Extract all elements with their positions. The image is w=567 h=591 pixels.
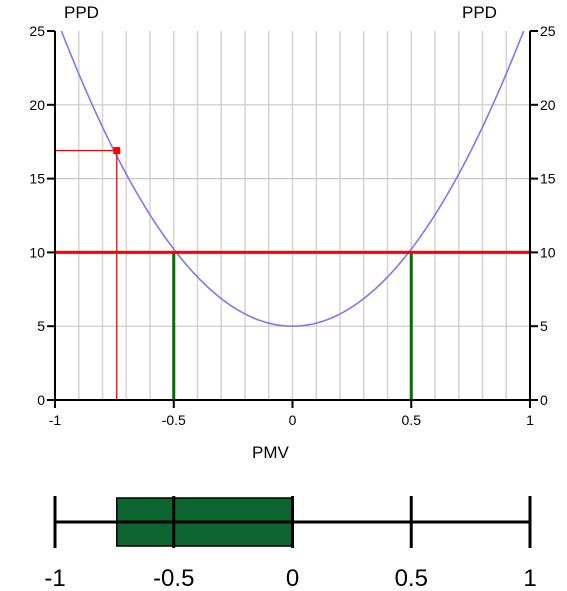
reference-lines xyxy=(55,147,530,400)
range-tick-label: 0.5 xyxy=(395,565,428,591)
ppd-curve xyxy=(60,31,525,328)
y-tick-label-right: 10 xyxy=(540,244,556,260)
x-tick-label: -1 xyxy=(49,412,62,428)
x-tick-label: -0.5 xyxy=(162,412,186,428)
y-axis-label-left: PPD xyxy=(64,3,99,22)
range-tick-label: -1 xyxy=(44,565,65,591)
range-tick-label: 1 xyxy=(523,565,536,591)
y-tick-label-right: 5 xyxy=(540,318,548,334)
range-tick-label: 0 xyxy=(286,565,299,591)
curve-layer xyxy=(60,31,525,328)
x-axis-label: PMV xyxy=(252,443,290,462)
range-tick-label: -0.5 xyxy=(153,565,194,591)
y-tick-label-right: 15 xyxy=(540,171,556,187)
x-tick-label: 1 xyxy=(526,412,534,428)
y-tick-label-left: 10 xyxy=(29,244,45,260)
y-tick-label-left: 5 xyxy=(37,318,45,334)
y-tick-label-left: 20 xyxy=(29,97,45,113)
y-tick-label-right: 0 xyxy=(540,392,548,408)
axes xyxy=(47,30,538,408)
y-tick-label-right: 20 xyxy=(540,97,556,113)
grid xyxy=(55,31,530,400)
x-tick-label: 0 xyxy=(289,412,297,428)
y-axis-label-right: PPD xyxy=(462,3,497,22)
y-tick-label-left: 0 xyxy=(37,392,45,408)
y-tick-label-left: 15 xyxy=(29,171,45,187)
tick-labels: 0 0 5 5 10 10 15 15 20 20 25 25 -1 -0.5 0 0.5 1 xyxy=(29,23,555,428)
marker-point xyxy=(113,147,121,155)
x-tick-label: 0.5 xyxy=(402,412,422,428)
pmv-range-bar: -1 -0.5 0 0.5 1 xyxy=(44,496,537,591)
y-tick-label-left: 25 xyxy=(29,23,45,39)
y-tick-label-right: 25 xyxy=(540,23,556,39)
